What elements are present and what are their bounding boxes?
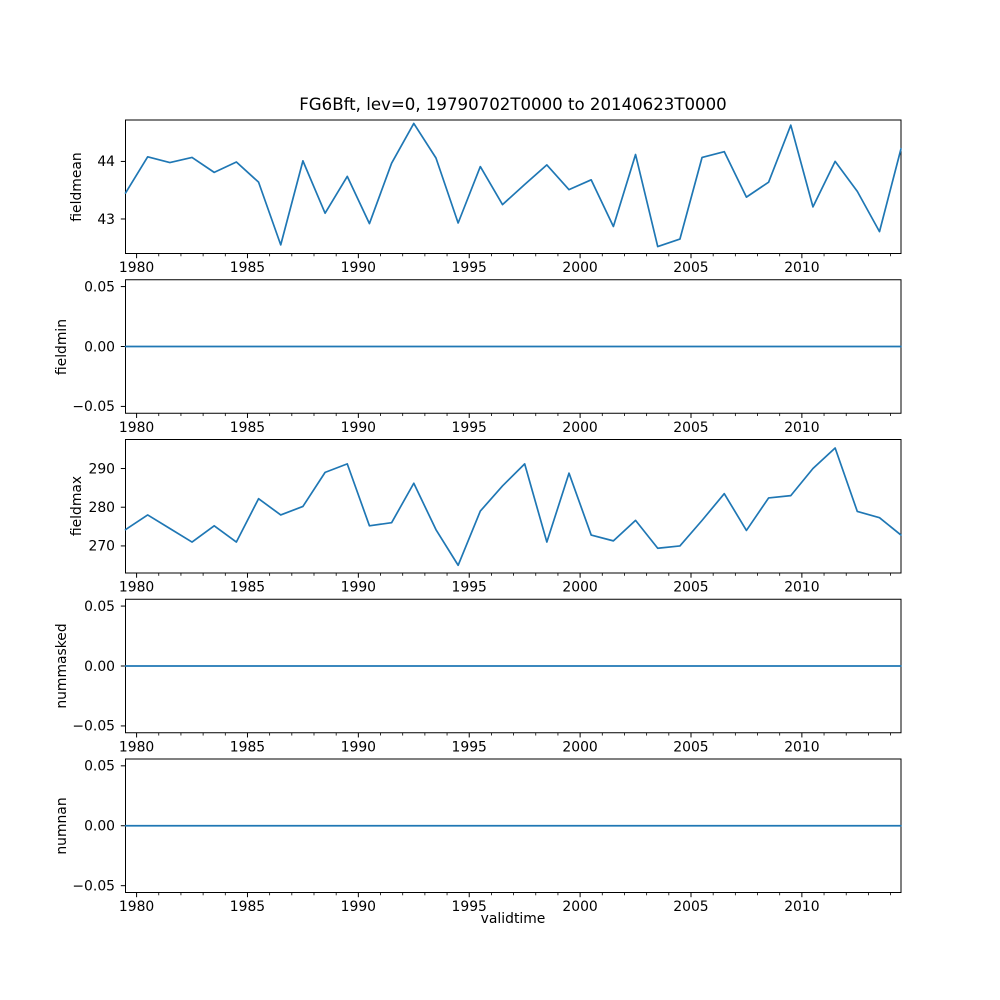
x-tick-label: 2005	[673, 420, 708, 436]
x-tick-label: 2000	[562, 260, 597, 276]
ylabel-numnan: numnan	[54, 797, 70, 855]
y-tick-label: 0.05	[84, 759, 115, 775]
x-tick-label: 1990	[341, 580, 376, 596]
x-tick-label: 2010	[784, 580, 819, 596]
y-tick-label: 270	[88, 539, 115, 555]
x-tick-label: 1995	[452, 580, 487, 596]
figure-title: FG6Bft, lev=0, 19790702T0000 to 20140623…	[299, 95, 727, 114]
x-tick-label: 2010	[784, 420, 819, 436]
subplot-fieldmin: 1980 1985 1990 1995 2000 2005 2010 −0.05 0.00 0.0…	[72, 279, 902, 436]
x-tick-label: 1980	[119, 899, 154, 915]
y-tick-label: 0.05	[84, 279, 115, 295]
x-tick-label: 1985	[230, 739, 265, 755]
x-tick-label: 1985	[230, 899, 265, 915]
x-tick-label: 2010	[784, 899, 819, 915]
subplot-fieldmean: 1980 1985 1990 1995 2000 2005 2010 43 44	[97, 119, 902, 276]
x-tick-label: 2010	[784, 260, 819, 276]
x-tick-label: 2010	[784, 739, 819, 755]
subplot-nummasked: 1980 1985 1990 1995 2000 2005 2010 −0.05 0.00 0.0…	[72, 598, 902, 755]
x-tick-label: 1995	[452, 260, 487, 276]
x-tick-label: 1995	[452, 739, 487, 755]
xlabel-validtime: validtime	[480, 911, 546, 927]
x-tick-label: 1980	[119, 420, 154, 436]
axes-frame-fieldmax	[125, 439, 902, 574]
x-tick-label: 2000	[562, 739, 597, 755]
x-tick-label: 1980	[119, 580, 154, 596]
x-tick-label: 1980	[119, 739, 154, 755]
y-tick-label: −0.05	[72, 719, 115, 735]
y-tick-label: −0.05	[72, 399, 115, 415]
subplot-fieldmax: 1980 1985 1990 1995 2000 2005 2010 270 280 290	[88, 439, 902, 596]
x-tick-label: 1990	[341, 420, 376, 436]
y-tick-label: 0.05	[84, 599, 115, 615]
line-fieldmean	[124, 122, 902, 248]
subplot-numnan: 1980 1985 1990 1995 2000 2005 2010 −0.05 0.00 0.0…	[72, 758, 902, 915]
y-tick-label: 0.00	[84, 819, 115, 835]
x-tick-label: 1985	[230, 420, 265, 436]
y-tick-label: 0.00	[84, 659, 115, 675]
x-tick-label: 2000	[562, 580, 597, 596]
x-tick-label: 1990	[341, 899, 376, 915]
y-tick-label: 0.00	[84, 339, 115, 355]
x-tick-label: 1985	[230, 260, 265, 276]
y-tick-label: 43	[97, 212, 115, 228]
x-tick-label: 1990	[341, 260, 376, 276]
x-tick-label: 2005	[673, 580, 708, 596]
y-tick-label: 290	[88, 461, 115, 477]
x-tick-label: 1995	[452, 899, 487, 915]
x-tick-label: 2005	[673, 739, 708, 755]
x-tick-label: 1980	[119, 260, 154, 276]
y-tick-label: 44	[97, 154, 115, 170]
line-fieldmax	[124, 447, 902, 567]
x-tick-label: 2005	[673, 899, 708, 915]
y-tick-label: 280	[88, 500, 115, 516]
x-tick-label: 2005	[673, 260, 708, 276]
x-tick-label: 1995	[452, 420, 487, 436]
x-tick-label: 1990	[341, 739, 376, 755]
x-tick-label: 2000	[562, 899, 597, 915]
x-tick-label: 1985	[230, 580, 265, 596]
y-tick-label: −0.05	[72, 878, 115, 894]
x-tick-label: 2000	[562, 420, 597, 436]
